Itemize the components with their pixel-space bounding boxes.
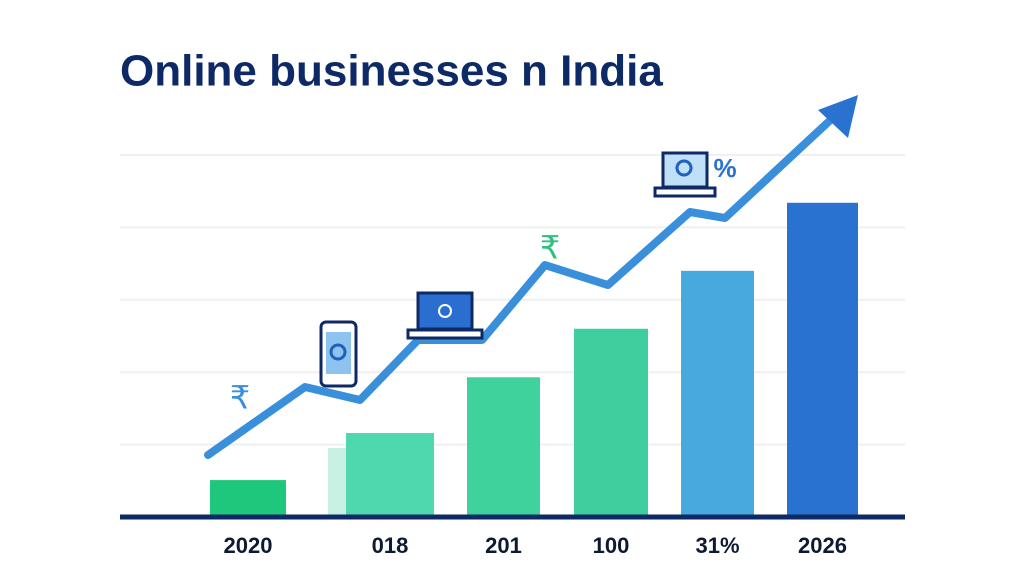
- bar-highlight: [328, 448, 346, 517]
- bar: [346, 433, 434, 517]
- chart-title: Online businesses n India: [120, 47, 663, 96]
- x-tick-label: 018: [372, 533, 409, 558]
- bar: [787, 202, 858, 517]
- bar: [574, 328, 648, 517]
- bar: [467, 377, 540, 517]
- x-tick-label: 2020: [224, 533, 273, 558]
- laptop-search-icon: %: [653, 151, 737, 198]
- x-labels: 2020 018 201 100 31% 2026: [224, 533, 847, 558]
- bar: [681, 270, 754, 517]
- svg-text:%: %: [713, 153, 736, 183]
- bars: [210, 202, 858, 517]
- rupee-icon: ₹: [230, 379, 250, 415]
- trend-arrow: [204, 109, 842, 459]
- rupee-icon: ₹: [540, 229, 560, 265]
- x-tick-label: 100: [593, 533, 630, 558]
- laptop-icon: [406, 291, 484, 340]
- x-tick-label: 31%: [695, 533, 739, 558]
- x-tick-label: 201: [485, 533, 522, 558]
- bar: [210, 480, 286, 517]
- phone-icon: [319, 320, 358, 388]
- x-tick-label: 2026: [798, 533, 847, 558]
- arrow-head: [818, 95, 858, 138]
